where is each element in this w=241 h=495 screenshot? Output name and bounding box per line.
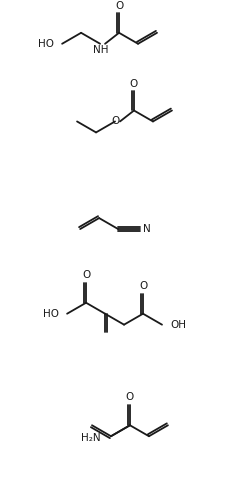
Text: O: O	[111, 116, 119, 126]
Text: HO: HO	[43, 309, 59, 319]
Text: OH: OH	[170, 320, 186, 330]
Text: O: O	[115, 1, 123, 11]
Text: O: O	[82, 270, 90, 280]
Text: H₂N: H₂N	[81, 433, 101, 443]
Text: O: O	[139, 281, 147, 291]
Text: O: O	[126, 393, 134, 402]
Text: O: O	[130, 79, 138, 89]
Text: NH: NH	[93, 45, 109, 55]
Text: HO: HO	[38, 39, 54, 49]
Text: N: N	[143, 224, 151, 234]
